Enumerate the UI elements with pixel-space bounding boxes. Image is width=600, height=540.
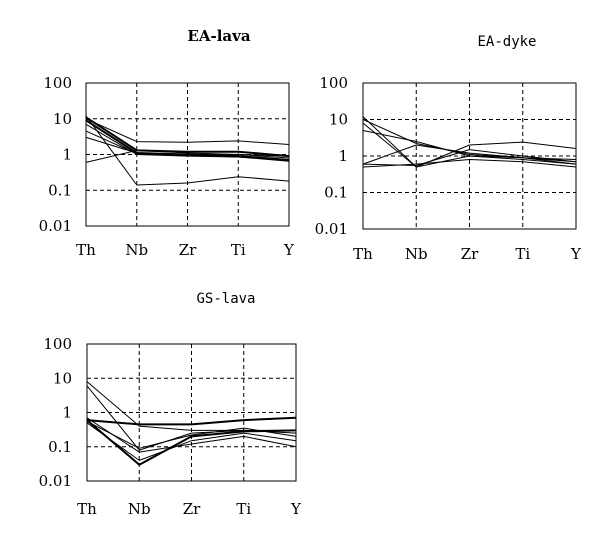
x-tick-label: Ti — [236, 500, 251, 518]
y-tick-label: 100 — [319, 74, 348, 92]
y-tick-label: 100 — [43, 335, 72, 353]
series-line-0 — [85, 118, 290, 145]
y-tick-label: 0.01 — [39, 217, 72, 235]
series-line-5 — [86, 417, 297, 453]
series-line-5 — [85, 136, 290, 159]
plot-frame — [86, 343, 297, 482]
y-tick-label: 100 — [43, 74, 72, 92]
y-tick-label: 10 — [53, 369, 72, 387]
x-tick-label: Y — [283, 241, 295, 259]
y-tick-label: 10 — [53, 110, 72, 128]
series-line-2 — [362, 119, 577, 165]
series-line-7 — [85, 115, 290, 186]
y-tick-label: 0.1 — [48, 181, 72, 199]
y-tick-label: 0.1 — [48, 438, 72, 456]
y-tick-label: 0.1 — [324, 184, 348, 202]
series-line-6 — [86, 420, 297, 449]
chart-title: EA-lava — [187, 27, 250, 45]
series-line-6 — [362, 122, 577, 168]
x-tick-label: Ti — [231, 241, 246, 259]
chart-title: GS-lava — [196, 291, 255, 307]
x-tick-label: Zr — [461, 245, 479, 263]
y-tick-label: 0.01 — [315, 220, 348, 238]
plot-frame — [85, 82, 290, 227]
plot-frame — [362, 82, 577, 230]
y-tick-label: 0.01 — [39, 472, 72, 490]
x-tick-label: Zr — [183, 500, 201, 518]
y-tick-label: 10 — [329, 111, 348, 129]
y-tick-label: 1 — [62, 146, 72, 164]
chart-title: EA-dyke — [477, 34, 536, 50]
x-tick-label: Nb — [405, 245, 428, 263]
series-line-0 — [362, 116, 577, 168]
chart-1: EA-dyke 100 10 1 0.1 0.01 Th Nb Zr Ti Y — [315, 34, 582, 263]
y-tick-label: 1 — [62, 404, 72, 422]
chart-2: GS-lava 100 10 1 0.1 0.01 Th Nb Zr Ti Y — [39, 291, 302, 518]
series-line-4 — [85, 130, 290, 161]
x-tick-label: Y — [290, 500, 302, 518]
x-tick-label: Nb — [125, 241, 148, 259]
x-tick-label: Zr — [179, 241, 197, 259]
x-tick-label: Th — [76, 241, 96, 259]
series-line-5 — [362, 149, 577, 166]
y-tick-label: 1 — [338, 147, 348, 165]
series-line-0 — [86, 416, 297, 426]
series-line-1 — [85, 116, 290, 158]
series-line-4 — [86, 422, 297, 461]
x-tick-label: Th — [77, 500, 97, 518]
x-tick-label: Nb — [128, 500, 151, 518]
series-line-6 — [85, 149, 290, 163]
x-tick-label: Th — [353, 245, 373, 263]
x-tick-label: Ti — [515, 245, 530, 263]
x-tick-label: Y — [570, 245, 582, 263]
